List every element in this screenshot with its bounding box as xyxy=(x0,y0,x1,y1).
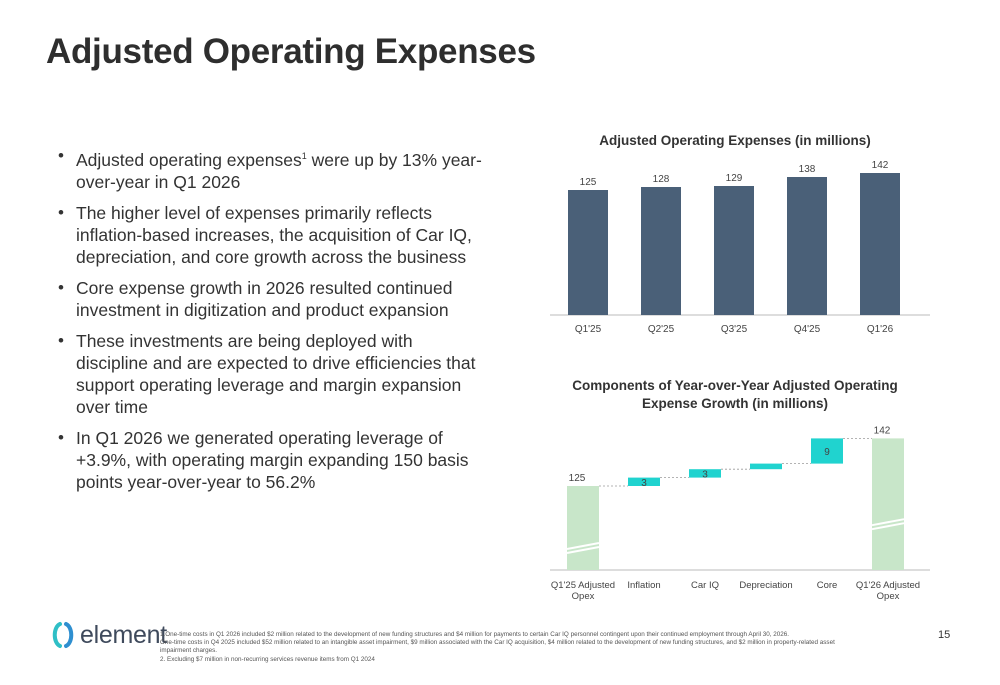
bullet-text: Core expense growth in 2026 resulted con… xyxy=(76,277,453,320)
page-title: Adjusted Operating Expenses xyxy=(46,32,536,71)
company-logo: element xyxy=(50,620,167,650)
data-label: 129 xyxy=(726,173,743,184)
data-label: 3 xyxy=(702,469,708,480)
increment-bar xyxy=(750,463,782,470)
bar xyxy=(641,187,681,315)
data-label: 142 xyxy=(872,160,889,171)
bullet-item: The higher level of expenses primarily r… xyxy=(56,202,486,268)
x-tick-label: Q1'26 Adjusted xyxy=(856,580,920,591)
footnotes: 1.One-time costs in Q1 2026 included $2 … xyxy=(160,631,860,664)
bullet-item: In Q1 2026 we generated operating levera… xyxy=(56,427,486,493)
x-tick-label: Q2'25 xyxy=(648,324,675,335)
increment-bar xyxy=(628,477,660,486)
footnote-marker: 1 xyxy=(301,151,307,161)
bullet-text: These investments are being deployed wit… xyxy=(76,330,476,417)
x-tick-label: Car IQ xyxy=(691,580,719,591)
total-bar xyxy=(567,486,599,570)
x-tick-label: Q3'25 xyxy=(721,324,748,335)
bullet-text: The higher level of expenses primarily r… xyxy=(76,202,472,267)
x-tick-label: Inflation xyxy=(627,580,660,591)
bullet-item: These investments are being deployed wit… xyxy=(56,330,486,418)
axis-break-mark xyxy=(566,542,600,550)
data-label: 128 xyxy=(653,174,670,185)
bullet-text: Adjusted operating expenses xyxy=(76,149,302,170)
increment-bar xyxy=(811,438,843,464)
x-tick-label: Opex xyxy=(877,591,900,602)
footnote-2: 2. Excluding $7 million in non-recurring… xyxy=(160,655,375,663)
bar xyxy=(787,177,827,315)
footnote-1-continued: One-time costs in Q4 2025 included $52 m… xyxy=(160,639,835,655)
data-label: 125 xyxy=(580,177,597,188)
bar xyxy=(714,186,754,315)
x-tick-label: Q1'25 Adjusted xyxy=(551,580,615,591)
data-label: 138 xyxy=(799,164,816,175)
bullet-text: In Q1 2026 we generated operating levera… xyxy=(76,427,469,492)
bar-chart: 125 Q1'25 128 Q2'25 129 Q3'25 138 Q4'25 142 Q1'26 xyxy=(550,160,930,335)
bullet-item: Adjusted operating expenses1 were up by … xyxy=(56,145,486,193)
waterfall-chart-title: Components of Year-over-Year Adjusted Op… xyxy=(572,378,898,411)
x-tick-label: Depreciation xyxy=(739,580,792,591)
logo-wordmark: element xyxy=(80,620,167,649)
element-logo-icon xyxy=(52,622,74,648)
x-tick-label: Core xyxy=(817,580,838,591)
footnote-1: 1.One-time costs in Q1 2026 included $2 … xyxy=(160,631,790,638)
data-label: 3 xyxy=(641,478,647,489)
x-tick-label: Q1'25 xyxy=(575,324,602,335)
bar xyxy=(860,173,900,315)
data-label: 125 xyxy=(569,473,586,484)
axis-break-mark xyxy=(871,522,905,531)
axis-break-mark xyxy=(566,546,600,554)
data-label: 9 xyxy=(824,447,830,458)
x-tick-label: Q1'26 xyxy=(867,324,894,335)
bar-chart-title: Adjusted Operating Expenses (in millions… xyxy=(599,133,871,148)
axis-break-mark xyxy=(871,518,905,527)
increment-bar xyxy=(689,469,721,478)
bullet-list: Adjusted operating expenses1 were up by … xyxy=(56,145,486,502)
bar xyxy=(568,190,608,315)
page-number: 15 xyxy=(938,629,951,641)
total-bar xyxy=(872,438,904,570)
bullet-item: Core expense growth in 2026 resulted con… xyxy=(56,277,486,321)
data-label: 142 xyxy=(874,425,891,436)
x-tick-label: Opex xyxy=(572,591,595,602)
bullet-text: were up by 13% year-over-year in Q1 2026 xyxy=(76,149,482,192)
x-tick-label: Q4'25 xyxy=(794,324,821,335)
